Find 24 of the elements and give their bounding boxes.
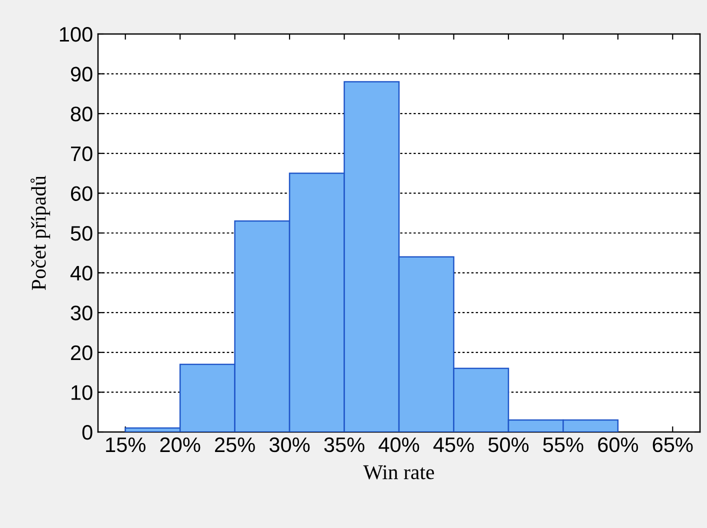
x-tick-label: 35% — [324, 437, 364, 452]
y-tick-label: 100 — [60, 27, 92, 42]
y-tick-label: 90 — [70, 66, 92, 82]
y-tick-label: 70 — [71, 146, 92, 162]
y-axis-title: Počet případů — [30, 176, 50, 290]
y-tick-label: 60 — [71, 186, 92, 201]
y-tick-label: 30 — [70, 306, 92, 320]
x-tick-label: 25% — [215, 437, 255, 452]
y-tick-label: 0 — [82, 425, 92, 440]
x-tick-label: 55% — [543, 438, 584, 452]
x-tick-label: 50% — [488, 437, 529, 452]
x-tick-label: 15% — [106, 438, 146, 452]
x-axis-title: Win rate — [363, 465, 434, 480]
y-tick-label: 40 — [70, 266, 92, 281]
x-tick-label: 45% — [433, 438, 474, 452]
x-tick-label: 60% — [598, 437, 638, 452]
y-tick-label: 50 — [70, 226, 92, 241]
x-tick-label: 20% — [160, 437, 200, 452]
y-tick-label: 20 — [71, 345, 92, 360]
x-tick-label: 30% — [269, 437, 310, 452]
y-tick-label: 10 — [72, 385, 92, 400]
y-tick-label: 80 — [70, 106, 92, 122]
x-tick-label: 65% — [652, 437, 693, 452]
x-tick-label: 40% — [378, 437, 420, 452]
